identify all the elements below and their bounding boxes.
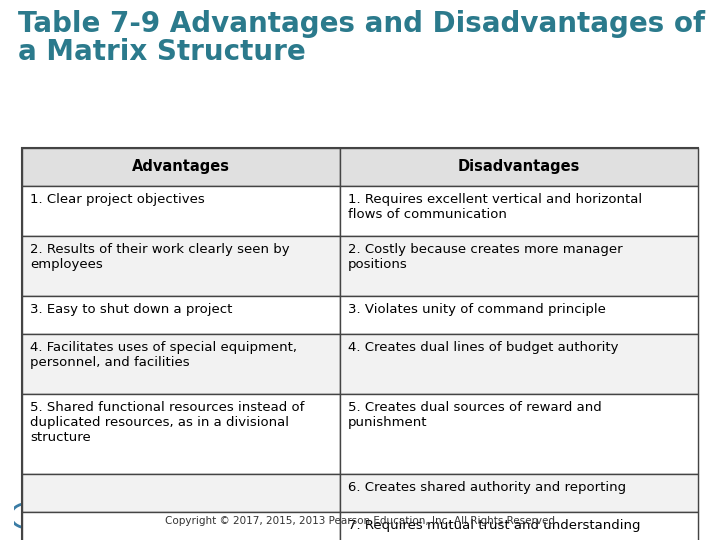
Text: Disadvantages: Disadvantages xyxy=(458,159,580,173)
Text: 3. Violates unity of command principle: 3. Violates unity of command principle xyxy=(348,303,606,316)
Text: 5. Shared functional resources instead of
duplicated resources, as in a division: 5. Shared functional resources instead o… xyxy=(30,401,305,444)
Text: P: P xyxy=(22,509,32,522)
Text: a Matrix Structure: a Matrix Structure xyxy=(18,38,306,66)
Text: Table 7-9 Advantages and Disadvantages of: Table 7-9 Advantages and Disadvantages o… xyxy=(18,10,705,38)
Text: 3. Easy to shut down a project: 3. Easy to shut down a project xyxy=(30,303,233,316)
Text: 5. Creates dual sources of reward and
punishment: 5. Creates dual sources of reward and pu… xyxy=(348,401,601,429)
Text: 6. Creates shared authority and reporting: 6. Creates shared authority and reportin… xyxy=(348,481,626,494)
Text: 4. Creates dual lines of budget authority: 4. Creates dual lines of budget authorit… xyxy=(348,341,618,354)
Text: 2. Results of their work clearly seen by
employees: 2. Results of their work clearly seen by… xyxy=(30,243,289,271)
Text: Copyright © 2017, 2015, 2013 Pearson Education, Inc. All Rights Reserved: Copyright © 2017, 2015, 2013 Pearson Edu… xyxy=(165,516,555,526)
Text: 4. Facilitates uses of special equipment,
personnel, and facilities: 4. Facilitates uses of special equipment… xyxy=(30,341,297,369)
Text: Pearson: Pearson xyxy=(54,511,99,521)
Text: 1. Clear project objectives: 1. Clear project objectives xyxy=(30,193,204,206)
Text: 1. Requires excellent vertical and horizontal
flows of communication: 1. Requires excellent vertical and horiz… xyxy=(348,193,642,221)
Text: Advantages: Advantages xyxy=(132,159,230,173)
Text: 2. Costly because creates more manager
positions: 2. Costly because creates more manager p… xyxy=(348,243,622,271)
Text: 7. Requires mutual trust and understanding: 7. Requires mutual trust and understandi… xyxy=(348,519,640,532)
